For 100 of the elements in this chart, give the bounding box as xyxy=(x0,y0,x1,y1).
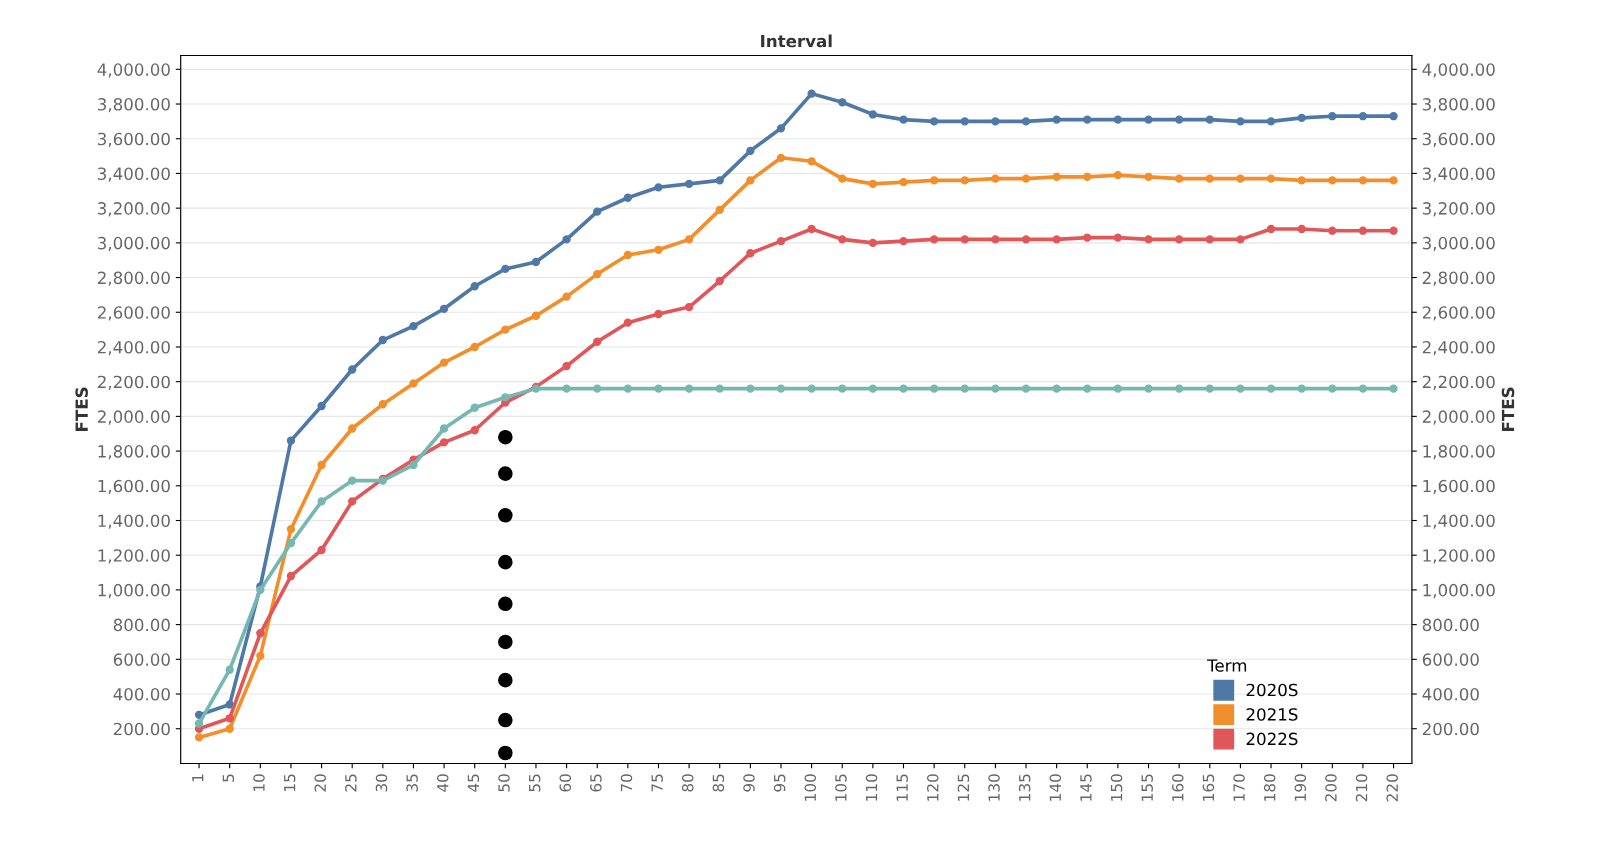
point xyxy=(378,335,387,345)
point xyxy=(1266,224,1276,234)
x-tick-label: 155 xyxy=(1141,774,1153,801)
point xyxy=(684,179,694,189)
y-tick-label: 3,000.00 xyxy=(98,236,170,252)
point xyxy=(654,384,663,393)
x-tick-label: 110 xyxy=(865,774,878,801)
point xyxy=(684,384,694,393)
point xyxy=(1328,384,1337,393)
point xyxy=(1358,112,1368,121)
point xyxy=(1113,171,1123,180)
x-tick-label: 75 xyxy=(651,774,663,792)
x-tick-label: 135 xyxy=(1018,774,1031,801)
point xyxy=(746,146,755,156)
point xyxy=(1021,384,1031,393)
y2-tick-label: 1,600.00 xyxy=(1423,479,1495,495)
point xyxy=(929,384,939,393)
x-tick-label: 50 xyxy=(498,774,510,792)
point xyxy=(470,403,479,412)
point xyxy=(1113,115,1123,124)
y-tick-label: 400.00 xyxy=(113,687,170,701)
y-tick-label: 2,200.00 xyxy=(97,375,170,390)
x-tick-label: 90 xyxy=(743,774,755,792)
x-tick-label: 95 xyxy=(773,774,786,792)
y2-tick-label: 3,000.00 xyxy=(1422,236,1495,252)
point xyxy=(1083,233,1092,242)
x-tick-label: 45 xyxy=(467,774,480,792)
legend-label: 2020S xyxy=(1246,683,1298,697)
x-tick-label: 145 xyxy=(1080,774,1092,801)
x-tick-label: 55 xyxy=(529,774,541,792)
x-tick-label: 85 xyxy=(712,774,725,792)
legend-label: 2021S xyxy=(1246,708,1298,721)
x-tick-label: 70 xyxy=(620,774,633,792)
y2-tick-label: 3,400.00 xyxy=(1422,167,1495,182)
point xyxy=(531,311,541,320)
point xyxy=(562,292,571,301)
point xyxy=(1358,384,1368,393)
point xyxy=(807,157,816,166)
point xyxy=(899,384,908,393)
point xyxy=(348,424,357,433)
x-tick-label: 65 xyxy=(590,774,602,792)
point xyxy=(317,460,326,470)
point xyxy=(1297,113,1306,123)
point xyxy=(807,384,816,393)
point xyxy=(1113,384,1123,393)
x-tick-label: 30 xyxy=(375,774,388,792)
point xyxy=(1174,384,1184,393)
point xyxy=(1328,176,1337,185)
x-tick-label: 5 xyxy=(222,774,235,782)
point xyxy=(409,379,418,388)
point xyxy=(776,124,786,133)
point xyxy=(960,384,969,393)
point xyxy=(286,538,296,548)
point xyxy=(348,476,357,485)
point xyxy=(1083,384,1092,393)
point xyxy=(899,236,908,246)
point xyxy=(470,282,479,291)
y-tick-label: 1,800.00 xyxy=(98,445,170,460)
point xyxy=(286,436,296,445)
point xyxy=(1174,235,1184,244)
point xyxy=(439,358,449,367)
y2-tick-label: 3,600.00 xyxy=(1422,132,1495,148)
y2-tick-label: 2,200.00 xyxy=(1422,375,1495,390)
point xyxy=(1021,235,1031,244)
y-tick-label: 200.00 xyxy=(113,722,170,736)
x-tick-label: 115 xyxy=(896,774,908,801)
point xyxy=(838,384,847,393)
point xyxy=(991,235,1000,244)
y2-tick-label: 1,400.00 xyxy=(1423,514,1495,529)
point xyxy=(623,384,633,393)
x-tick-label: 200 xyxy=(1325,774,1337,802)
point xyxy=(225,665,234,674)
point xyxy=(317,497,326,506)
y2-tick-label: 400.00 xyxy=(1422,687,1479,701)
x-tick-label: 150 xyxy=(1110,774,1123,801)
point xyxy=(378,400,387,409)
point xyxy=(654,245,663,254)
point xyxy=(715,176,724,185)
point xyxy=(838,98,847,107)
point xyxy=(501,264,510,274)
point xyxy=(868,110,878,119)
point xyxy=(439,304,449,313)
point xyxy=(1052,172,1061,182)
point xyxy=(348,365,357,374)
x-tick-label: 210 xyxy=(1355,774,1368,802)
point xyxy=(562,235,571,244)
x-tick-label: 105 xyxy=(835,774,847,801)
point xyxy=(715,276,724,286)
point xyxy=(1236,174,1245,183)
y-tick-label: 2,000.00 xyxy=(97,410,170,425)
point xyxy=(1083,172,1092,182)
y2-tick-label: 4,000.00 xyxy=(1422,63,1495,78)
point xyxy=(562,384,571,393)
y-tick-label: 3,200.00 xyxy=(98,202,170,217)
x-tick-label: 15 xyxy=(284,774,296,791)
point xyxy=(194,733,204,742)
y-tick-label: 1,400.00 xyxy=(98,514,170,529)
y-tick-label: 1,200.00 xyxy=(98,549,170,564)
y-tick-label: 4,000.00 xyxy=(97,63,170,78)
point xyxy=(1205,115,1214,124)
